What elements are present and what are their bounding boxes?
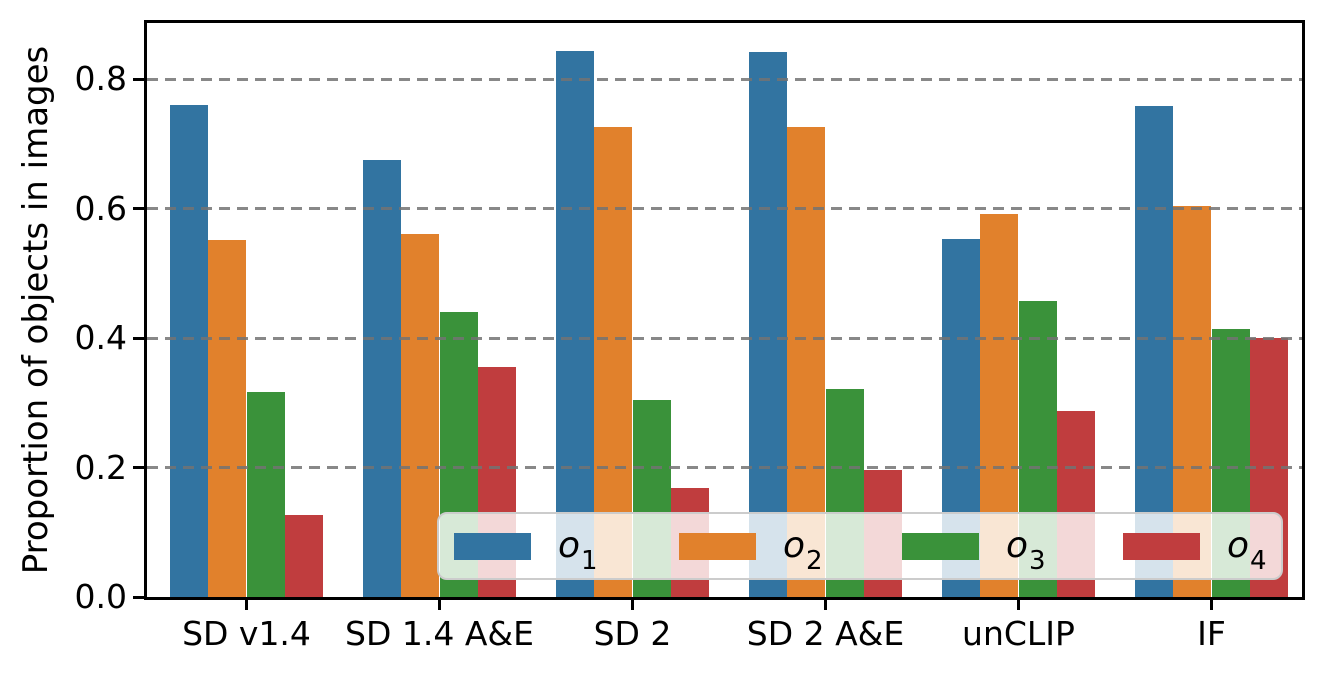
gridline-y-0.6 <box>147 207 1302 211</box>
legend: o1 o2 o3 o4 <box>437 512 1283 580</box>
legend-entry-o_1: o1 <box>454 514 598 578</box>
y-tick-label-0.2: 0.2 <box>74 447 127 487</box>
bar-o_1-sd-2 <box>555 51 595 597</box>
y-axis-label: Proportion of objects in images <box>16 45 56 575</box>
x-tick-2 <box>438 597 441 610</box>
y-tick-0.6 <box>133 207 146 211</box>
bar-o_3-sd-v1.4 <box>246 391 285 597</box>
legend-entry-o_3: o3 <box>902 514 1046 578</box>
legend-label-o_4: o4 <box>1227 525 1267 577</box>
bar-o_4-sd-v1.4 <box>284 514 324 597</box>
bar-o_2-sd-1.4-a-e <box>401 233 440 597</box>
legend-label-o_3: o3 <box>1006 525 1046 577</box>
x-tick-label-2: SD 1.4 A&E <box>345 614 534 653</box>
gridline-y-0.8 <box>147 77 1302 81</box>
y-tick-0.2 <box>133 466 146 470</box>
y-tick-label-0.8: 0.8 <box>74 59 127 99</box>
bar-o_1-sd-1.4-a-e <box>362 160 402 597</box>
y-tick-0.8 <box>133 77 146 81</box>
x-tick-label-3: SD 2 <box>593 614 672 653</box>
x-tick-5 <box>1017 597 1020 610</box>
legend-entry-o_4: o4 <box>1123 514 1267 578</box>
bar-o_2-sd-v1.4 <box>208 240 247 597</box>
x-tick-3 <box>631 597 634 610</box>
bar-o_1-sd-2-a-e <box>748 52 788 597</box>
gridline-y-0.2 <box>147 466 1302 470</box>
x-tick-label-1: SD v1.4 <box>182 614 311 653</box>
bar-o_1-sd-v1.4 <box>169 105 209 597</box>
x-tick-6 <box>1210 597 1213 610</box>
legend-label-o_1: o1 <box>558 525 598 577</box>
x-tick-label-6: IF <box>1197 614 1226 653</box>
legend-swatch-o_2 <box>679 532 756 560</box>
x-tick-label-4: SD 2 A&E <box>746 614 905 653</box>
x-tick-1 <box>245 597 248 610</box>
plot-area: o1 o2 o3 o4 <box>144 20 1305 600</box>
y-tick-label-0.6: 0.6 <box>74 188 127 228</box>
legend-swatch-o_1 <box>454 532 531 560</box>
legend-entry-o_2: o2 <box>679 514 823 578</box>
x-tick-4 <box>824 597 827 610</box>
y-tick-label-0.0: 0.0 <box>74 577 127 616</box>
legend-label-o_2: o2 <box>783 525 823 577</box>
legend-swatch-o_3 <box>902 532 979 560</box>
y-tick-0.4 <box>133 336 146 340</box>
y-tick-label-0.4: 0.4 <box>74 318 127 358</box>
y-tick-0.0 <box>133 595 146 599</box>
legend-swatch-o_4 <box>1123 532 1200 560</box>
gridline-y-0.4 <box>147 336 1302 340</box>
x-tick-label-5: unCLIP <box>962 614 1075 653</box>
